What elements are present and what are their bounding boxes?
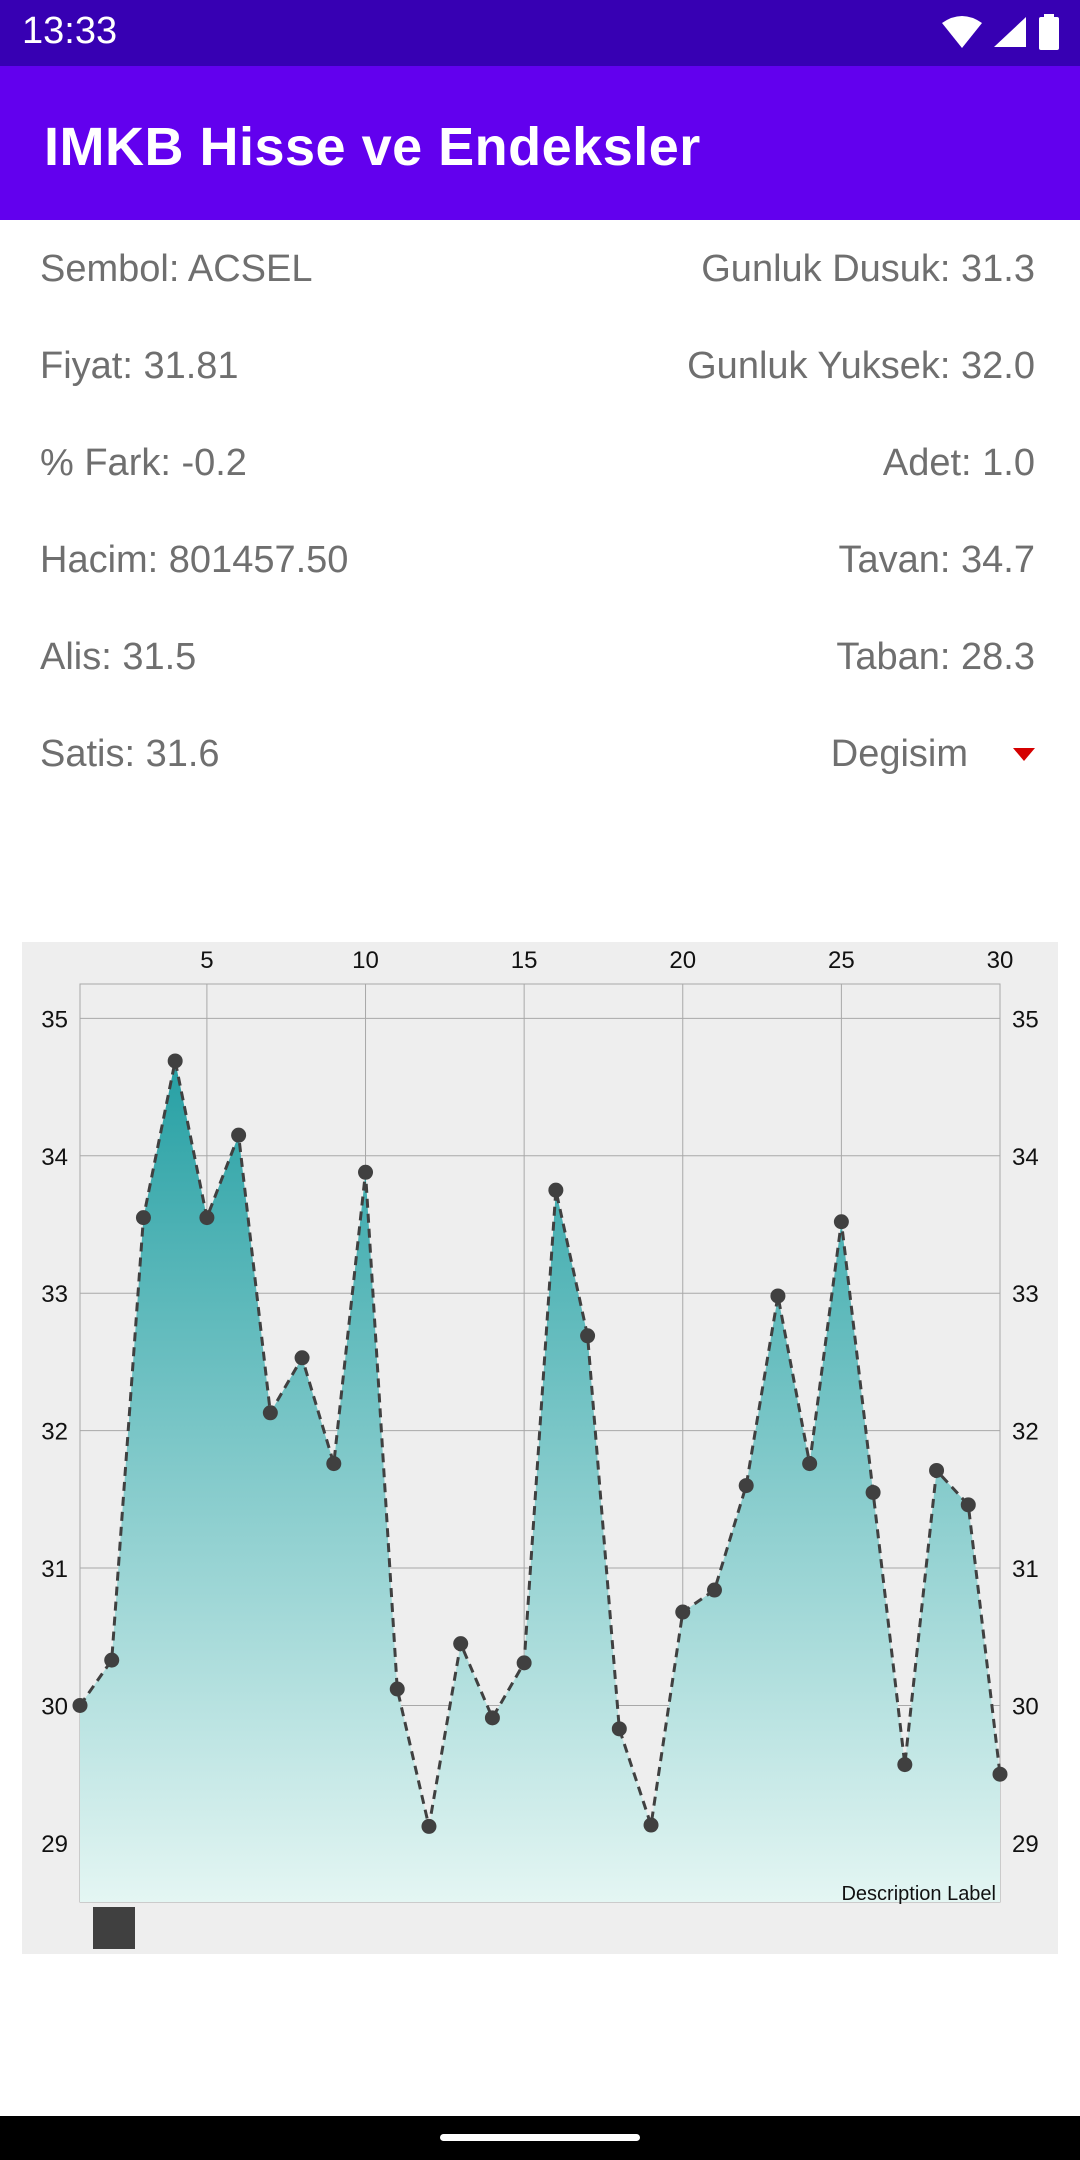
data-point [802, 1456, 818, 1472]
data-point [960, 1497, 976, 1513]
data-point [833, 1214, 849, 1230]
home-gesture-handle[interactable] [440, 2134, 640, 2141]
sembol-label: Sembol: ACSEL [40, 248, 313, 290]
y-tick-label-right: 30 [1012, 1693, 1039, 1720]
data-point [294, 1350, 310, 1366]
data-point [389, 1681, 405, 1697]
data-point [72, 1697, 88, 1713]
data-point [104, 1652, 120, 1668]
y-tick-label-right: 35 [1012, 1006, 1039, 1033]
battery-icon [1039, 14, 1059, 50]
data-point [421, 1818, 437, 1834]
x-tick-label: 30 [987, 947, 1014, 974]
y-tick-label-right: 34 [1012, 1144, 1039, 1171]
data-point [358, 1164, 374, 1180]
data-point [262, 1405, 278, 1421]
app-bar: IMKB Hisse ve Endeksler [0, 66, 1080, 220]
y-tick-label-right: 33 [1012, 1281, 1039, 1308]
down-arrow-icon [1013, 748, 1035, 761]
legend-swatch [93, 1907, 135, 1949]
data-point [580, 1328, 596, 1344]
y-tick-label-left: 34 [41, 1144, 68, 1171]
y-tick-label-right: 31 [1012, 1556, 1039, 1583]
series-line [78, 1060, 1002, 1827]
description-label: Description Label [841, 1883, 996, 1905]
data-point [199, 1210, 215, 1226]
gunluk-yuksek-label: Gunluk Yuksek: 32.0 [687, 345, 1035, 387]
data-point [453, 1636, 469, 1652]
fark-label: % Fark: -0.2 [40, 442, 247, 484]
data-point [897, 1757, 913, 1773]
chart-svg[interactable]: 5 10 15 20 25 30 29 29 30 30 31 31 32 32 33 33 34 34 35 35 D… [22, 942, 1058, 1954]
degisim-label: Degisim [830, 733, 968, 775]
signal-icon [994, 17, 1026, 47]
fiyat-label: Fiyat: 31.81 [40, 345, 239, 387]
data-point [706, 1582, 722, 1598]
app-title: IMKB Hisse ve Endeksler [44, 117, 701, 177]
data-point [548, 1182, 564, 1198]
series-area [80, 1060, 1000, 1902]
navigation-bar [0, 2116, 1080, 2160]
hacim-label: Hacim: 801457.50 [40, 539, 349, 581]
data-point [611, 1721, 627, 1737]
data-point [675, 1604, 691, 1620]
status-time: 13:33 [22, 10, 118, 52]
satis-label: Satis: 31.6 [40, 733, 220, 775]
gunluk-dusuk-label: Gunluk Dusuk: 31.3 [701, 248, 1035, 290]
data-point [167, 1053, 183, 1069]
wifi-icon [942, 16, 982, 48]
x-tick-label: 20 [669, 947, 696, 974]
x-tick-label: 15 [511, 947, 538, 974]
y-tick-label-right: 32 [1012, 1419, 1039, 1446]
y-tick-label-left: 33 [41, 1281, 68, 1308]
data-point [484, 1710, 500, 1726]
x-tick-label: 5 [200, 947, 213, 974]
y-tick-label-right: 29 [1012, 1831, 1039, 1858]
x-tick-label: 25 [828, 947, 855, 974]
data-point [231, 1127, 247, 1143]
data-point [516, 1655, 532, 1671]
data-point [865, 1484, 881, 1500]
data-point [738, 1478, 754, 1494]
taban-label: Taban: 28.3 [836, 636, 1035, 678]
y-tick-label-left: 31 [41, 1556, 68, 1583]
alis-label: Alis: 31.5 [40, 636, 197, 678]
status-bar: 13:33 [0, 0, 1080, 66]
data-point [326, 1456, 342, 1472]
y-tick-label-left: 35 [41, 1006, 68, 1033]
tavan-label: Tavan: 34.7 [838, 539, 1035, 581]
data-point [929, 1462, 945, 1478]
data-point [643, 1817, 659, 1833]
x-tick-label: 10 [352, 947, 379, 974]
status-icons [942, 14, 1060, 50]
y-tick-label-left: 32 [41, 1419, 68, 1446]
data-point [135, 1210, 151, 1226]
price-chart[interactable]: 5 10 15 20 25 30 29 29 30 30 31 31 32 32 33 33 34 34 35 35 D… [22, 942, 1058, 1954]
data-point [770, 1288, 786, 1304]
data-point [992, 1766, 1008, 1782]
adet-label: Adet: 1.0 [882, 442, 1035, 484]
y-tick-label-left: 29 [41, 1831, 68, 1858]
y-tick-label-left: 30 [41, 1693, 68, 1720]
